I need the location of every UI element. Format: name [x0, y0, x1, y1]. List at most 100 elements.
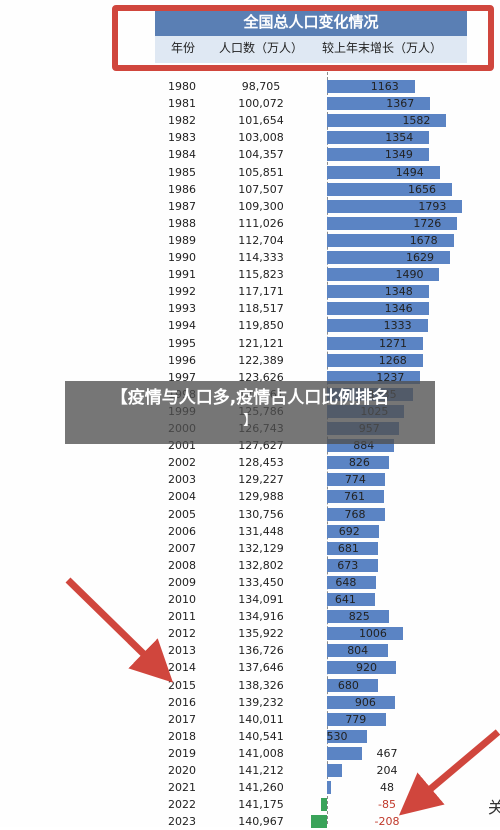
population-value: 114,333	[238, 251, 284, 264]
increase-label: 530	[326, 729, 348, 743]
increase-bar	[320, 798, 327, 812]
year-label: 2016	[168, 695, 196, 709]
year-label: 1996	[168, 353, 196, 367]
year-label: 1985	[168, 165, 196, 179]
increase-label: 1333	[383, 319, 412, 333]
year-label: 1993	[168, 302, 196, 316]
year-label: 1988	[168, 216, 196, 230]
year-label: 2002	[168, 456, 196, 470]
increase-bar	[327, 131, 430, 145]
increase-bar	[327, 490, 385, 504]
increase-bar	[327, 353, 423, 367]
increase-bar	[327, 524, 380, 538]
increase-bar	[327, 370, 421, 384]
increase-bar	[327, 80, 415, 93]
population-value: 122,389	[238, 353, 284, 367]
year-label: 2019	[168, 746, 196, 760]
population-value: 107,507	[238, 182, 284, 196]
column-header-increase: 较上年末增长（万人）	[322, 41, 443, 55]
increase-label: -208	[374, 815, 400, 829]
increase-label: 641	[334, 593, 356, 606]
year-label: 2023	[168, 815, 196, 829]
highlight-box	[112, 5, 494, 71]
increase-label: 920	[355, 661, 377, 675]
population-value: 129,988	[238, 490, 284, 504]
increase-label: -85	[378, 798, 396, 812]
population-value: 118,517	[238, 302, 284, 316]
increase-label: 1349	[384, 148, 413, 162]
increase-label: 1348	[384, 285, 413, 299]
increase-bar	[327, 575, 376, 589]
increase-label: 1163	[370, 80, 399, 93]
increase-bar	[327, 764, 343, 777]
population-value: 135,922	[238, 627, 284, 641]
increase-label: 648	[335, 575, 357, 589]
increase-label: 1582	[402, 114, 431, 128]
increase-label: 467	[376, 746, 398, 760]
edge-glyph: 关	[488, 798, 500, 817]
year-label: 1980	[168, 80, 196, 93]
increase-bar	[327, 695, 396, 709]
increase-bar	[327, 456, 390, 470]
increase-label: 1678	[409, 233, 438, 247]
increase-bar	[311, 815, 327, 829]
year-label: 1982	[168, 114, 196, 128]
year-label: 1983	[168, 131, 196, 145]
population-value: 141,008	[238, 746, 284, 760]
year-label: 1986	[168, 182, 196, 196]
population-value: 132,802	[238, 558, 284, 572]
increase-bar	[327, 285, 429, 299]
year-label: 1997	[168, 370, 196, 384]
increase-bar	[327, 712, 386, 726]
increase-label: 1494	[395, 165, 424, 179]
caption-headline: 【疫情与人口多,疫情占人口比例排名	[110, 388, 390, 408]
increase-bar	[327, 610, 390, 624]
increase-bar	[327, 199, 463, 213]
caption-subline: 】	[243, 413, 257, 429]
year-label: 2012	[168, 627, 196, 641]
population-value: 101,654	[238, 114, 284, 128]
column-header-year: 年份	[171, 41, 196, 55]
increase-label: 1354	[385, 131, 414, 145]
increase-bar	[327, 182, 453, 196]
year-label: 2003	[168, 473, 196, 487]
population-value: 123,626	[238, 370, 284, 384]
population-value: 98,705	[241, 80, 281, 93]
population-value: 119,850	[238, 319, 284, 333]
chart-title: 全国总人口变化情况	[243, 13, 379, 31]
population-value: 140,967	[238, 815, 284, 829]
increase-label: 768	[344, 507, 366, 521]
increase-bar	[327, 302, 429, 316]
increase-bar	[327, 473, 386, 487]
year-label: 1989	[168, 233, 196, 247]
increase-bar	[327, 114, 447, 128]
increase-bar	[327, 593, 376, 606]
increase-label: 1006	[358, 627, 387, 641]
increase-bar	[327, 541, 379, 555]
increase-label: 825	[348, 610, 370, 624]
column-header-population: 人口数（万人）	[219, 41, 304, 55]
year-label: 2009	[168, 575, 196, 589]
increase-label: 826	[348, 456, 370, 470]
population-value: 104,357	[238, 148, 284, 162]
increase-bar	[327, 233, 454, 247]
increase-bar	[327, 319, 428, 333]
increase-label: 1656	[408, 182, 437, 196]
year-label: 2007	[168, 541, 196, 555]
population-value: 121,121	[238, 336, 284, 350]
population-value: 140,541	[238, 729, 284, 743]
population-value: 111,026	[238, 216, 284, 230]
year-label: 2006	[168, 524, 196, 538]
increase-label: 906	[354, 695, 376, 709]
increase-label: 681	[337, 541, 359, 555]
increase-label: 1490	[395, 268, 424, 282]
population-value: 109,300	[238, 199, 284, 213]
population-value: 141,212	[238, 764, 284, 777]
population-value: 115,823	[238, 268, 284, 282]
increase-label: 1726	[413, 216, 442, 230]
increase-bar	[327, 251, 450, 264]
population-value: 139,232	[238, 695, 284, 709]
population-value: 132,129	[238, 541, 284, 555]
increase-label: 1237	[376, 370, 405, 384]
year-label: 1987	[168, 199, 196, 213]
